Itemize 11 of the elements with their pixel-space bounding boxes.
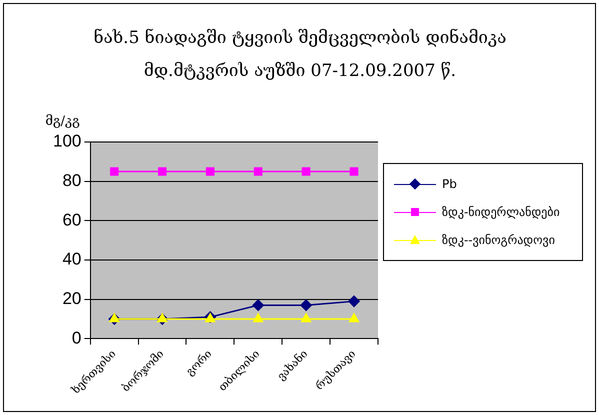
y-tick-label: 20 <box>62 289 82 308</box>
y-axis-title: მგ/კგ <box>45 114 80 129</box>
legend-label: ზდკ--ვინოგრადოვი <box>442 233 555 247</box>
legend-label: Pb <box>442 177 457 191</box>
y-tick-label: 40 <box>62 250 82 269</box>
y-tick-label: 0 <box>72 328 82 348</box>
chart-title: ნახ.5 ნიადაგში ტყვიის შემცველობის დინამიკა მდ.მტკვრის აუზში 07-12.09.2007 წ. <box>92 27 508 83</box>
y-tick-label: 80 <box>62 171 82 190</box>
legend-label: ზდკ-ნიდერლანდები <box>442 205 560 219</box>
y-tick-label: 100 <box>52 132 82 151</box>
y-tick-label: 60 <box>62 210 82 230</box>
